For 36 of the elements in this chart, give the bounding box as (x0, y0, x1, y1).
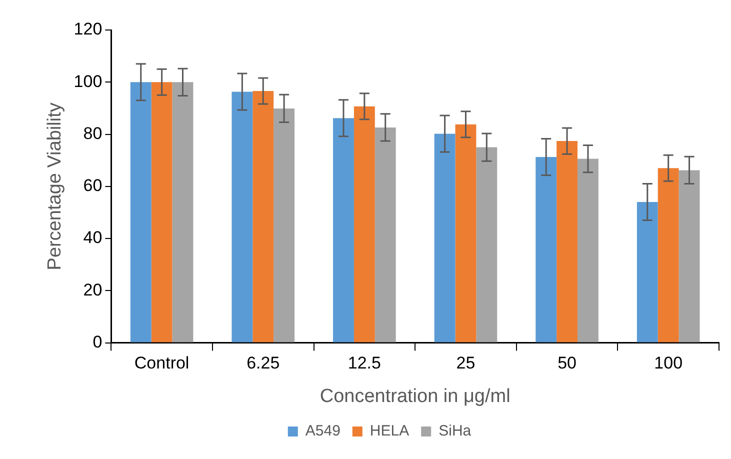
bar (274, 108, 295, 342)
bar (556, 141, 578, 342)
y-tick-label: 120 (74, 20, 102, 39)
bar (172, 82, 194, 342)
y-tick-label: 100 (74, 72, 102, 91)
bar (658, 168, 679, 342)
x-tick-label: 100 (654, 354, 683, 373)
legend-label: HELA (370, 422, 410, 440)
y-tick-label: 0 (92, 332, 102, 352)
bar (130, 82, 152, 342)
y-tick-label: 60 (83, 176, 102, 196)
bar (151, 82, 172, 342)
bar (536, 156, 557, 342)
bar (374, 127, 396, 342)
x-tick-label: Control (134, 354, 190, 373)
bar (636, 202, 658, 342)
y-axis-title: Percentage Viability (44, 102, 66, 270)
bar (455, 124, 476, 342)
bar (252, 90, 274, 342)
x-tick-label: 50 (558, 354, 576, 373)
y-tick-label: 80 (83, 124, 102, 143)
y-tick-label: 40 (83, 228, 102, 248)
y-tick-label: 20 (83, 280, 102, 300)
x-axis-title: Concentration in μg/ml (320, 386, 510, 407)
bar (476, 147, 498, 342)
bar (354, 106, 375, 342)
bar (434, 134, 456, 342)
bar (232, 92, 253, 342)
bar (678, 170, 700, 342)
legend-label: A549 (305, 422, 340, 440)
bar (333, 118, 354, 342)
x-tick-label: 12.5 (348, 354, 381, 373)
legend-label: SiHa (438, 422, 472, 440)
x-tick-label: 6.25 (246, 354, 280, 373)
bar (578, 158, 598, 342)
x-tick-label: 25 (456, 354, 476, 373)
